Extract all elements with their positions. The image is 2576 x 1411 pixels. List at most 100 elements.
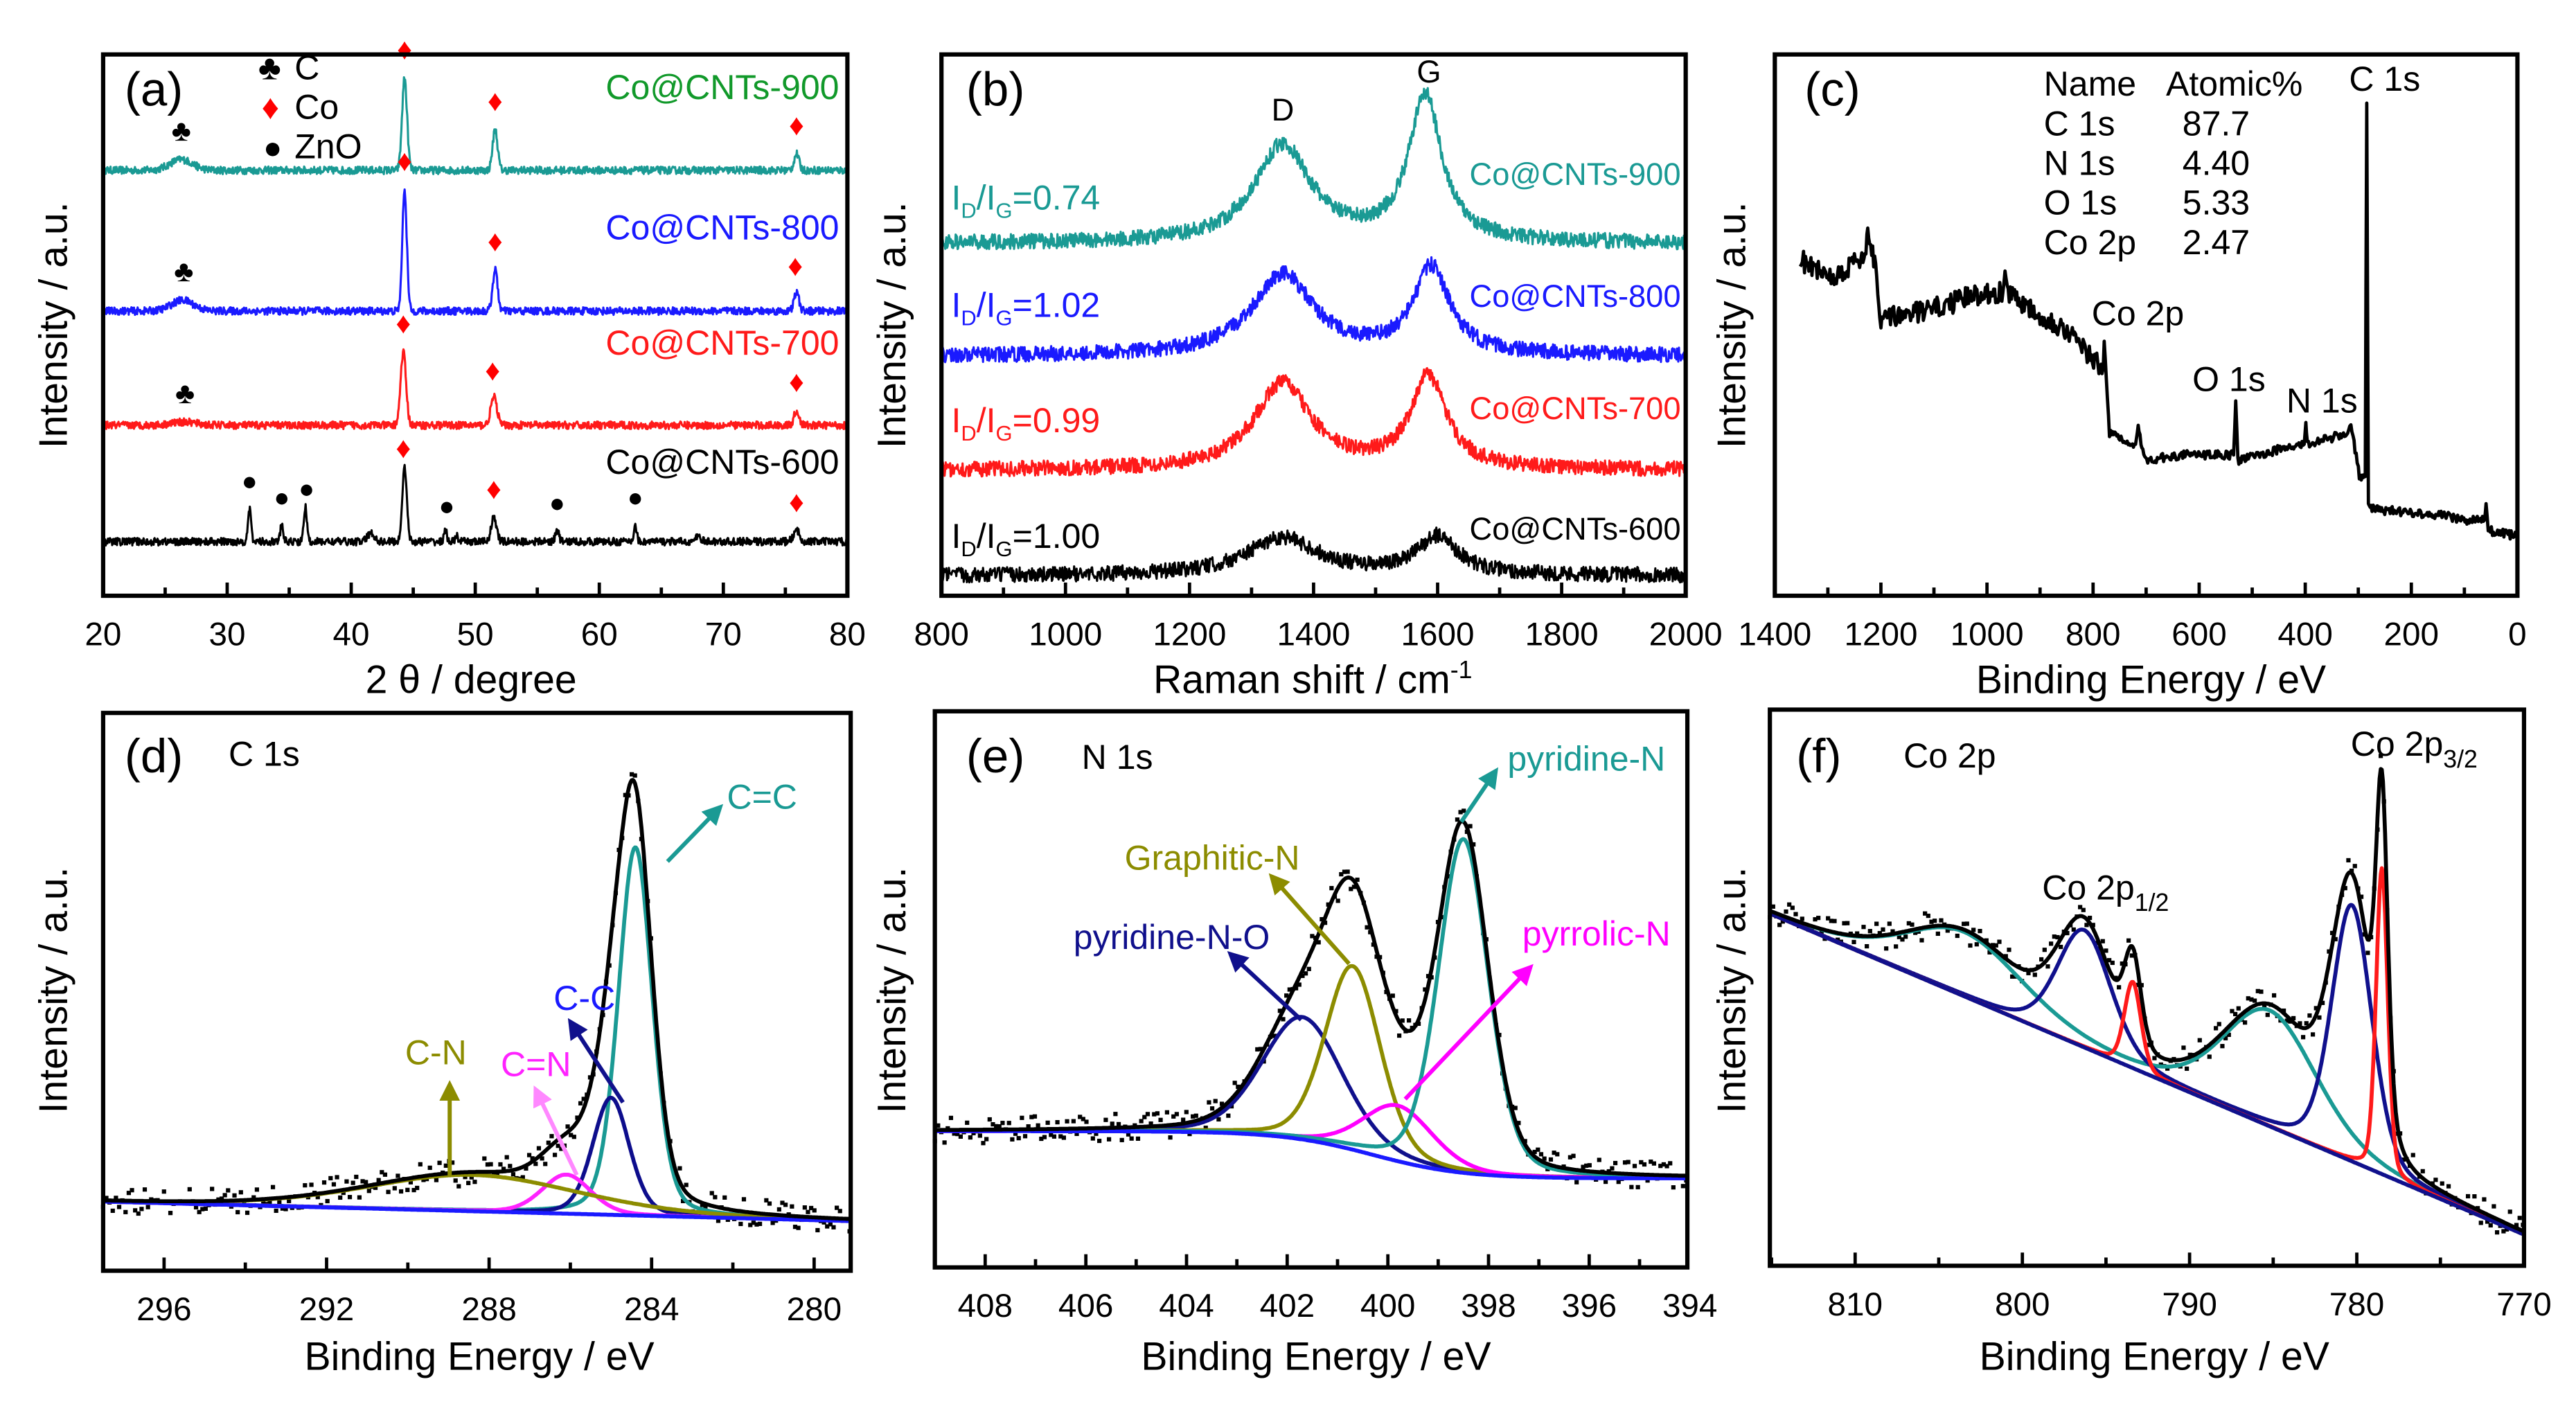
data-point <box>1955 933 1960 939</box>
data-point <box>1516 1121 1521 1126</box>
data-point <box>2126 938 2131 943</box>
data-point <box>1462 808 1466 813</box>
data-point <box>716 1218 721 1223</box>
data-point <box>453 1178 458 1183</box>
data-point <box>1567 1155 1572 1160</box>
x-tick-label: 1200 <box>1845 616 1918 653</box>
data-point <box>1787 902 1792 907</box>
data-point <box>1022 1134 1028 1139</box>
data-point <box>2110 960 2115 966</box>
y-axis-label-a: Intensity / a.u. <box>31 202 75 448</box>
data-point <box>126 1191 131 1196</box>
data-point <box>1191 1114 1196 1119</box>
data-point <box>133 1208 138 1213</box>
data-point <box>1991 943 1996 948</box>
data-point <box>315 1195 320 1200</box>
panel-label-c: (c) <box>1804 62 1860 116</box>
data-point <box>1032 1114 1038 1119</box>
data-point <box>1049 1133 1054 1137</box>
data-point <box>1258 1047 1263 1051</box>
data-point <box>1793 912 1798 916</box>
id-ig-part: = <box>1013 517 1033 556</box>
data-point <box>1055 1120 1060 1125</box>
data-point <box>347 1195 353 1200</box>
table-cell: 2.47 <box>2183 223 2250 262</box>
data-point <box>2084 923 2089 928</box>
x-tick-label: 2000 <box>1649 616 1723 653</box>
data-point <box>1832 919 1837 923</box>
data-point <box>2352 864 2357 869</box>
data-point <box>1581 1164 1585 1169</box>
data-point <box>1458 810 1463 815</box>
data-point <box>1303 971 1308 976</box>
id-ig-part: I <box>986 401 996 440</box>
data-point <box>2501 1229 2506 1234</box>
data-point <box>1051 1134 1057 1139</box>
peak-label-g: G <box>1416 54 1441 89</box>
data-point <box>2265 1013 2270 1018</box>
x-axis-label-e: Binding Energy / eV <box>1141 1334 1491 1378</box>
data-point <box>2059 944 2063 950</box>
id-ig-part: = <box>1013 285 1033 324</box>
data-point <box>238 1190 243 1195</box>
x-axis-label-b-sup: -1 <box>1450 656 1473 684</box>
data-point <box>968 1135 972 1140</box>
data-point <box>1770 904 1775 909</box>
data-point <box>748 1223 753 1227</box>
component-label-pyrrolic-n: pyrrolic-N <box>1522 914 1671 953</box>
data-point <box>1538 1152 1544 1157</box>
series-label-700: Co@CNTs-700 <box>1470 391 1681 426</box>
data-point <box>1877 931 1882 936</box>
data-point <box>1081 1117 1085 1121</box>
x-axis-label-b: Raman shift / cm-1 <box>1153 656 1473 702</box>
data-point <box>1933 919 1937 923</box>
data-point <box>1036 1123 1040 1128</box>
data-point <box>796 1225 801 1230</box>
data-point <box>2129 953 2134 958</box>
legend-label-zno: ZnO <box>294 127 362 166</box>
series-line-co-cnts-800 <box>941 256 1687 364</box>
data-point <box>1110 1121 1114 1126</box>
data-point <box>1365 925 1369 930</box>
data-point <box>1555 1152 1560 1157</box>
series-line-co-cnts-800 <box>102 188 849 317</box>
data-point <box>1010 1137 1015 1142</box>
data-point <box>1013 1131 1018 1136</box>
arrow-graphitic-n <box>1268 873 1351 966</box>
data-point <box>543 1162 548 1166</box>
phase-marker: ● <box>274 483 290 513</box>
data-point <box>1829 919 1833 923</box>
data-point <box>382 1172 388 1177</box>
data-point <box>987 1117 992 1122</box>
data-point <box>1329 886 1334 891</box>
data-point <box>2359 894 2364 899</box>
data-point <box>1226 1113 1231 1118</box>
data-point <box>2514 1223 2519 1227</box>
data-point <box>2307 1013 2312 1018</box>
data-point <box>1071 1119 1076 1124</box>
data-point <box>498 1162 503 1167</box>
x-tick-label: 1400 <box>1738 616 1811 653</box>
id-ig-label: ID/IG=0.74 <box>951 179 1100 223</box>
data-point <box>1984 938 1989 943</box>
data-point <box>427 1165 432 1170</box>
data-point <box>1935 931 1940 937</box>
data-point <box>2330 930 2335 935</box>
id-ig-part: G <box>996 421 1013 445</box>
data-point <box>764 1198 769 1203</box>
plot-frame <box>100 711 853 1273</box>
data-point <box>2440 1181 2444 1186</box>
data-point <box>450 1160 455 1165</box>
arrow-pyridine-n-o <box>1227 951 1303 1022</box>
data-point <box>2255 988 2260 993</box>
data-point <box>1978 929 1982 934</box>
data-point <box>2488 1223 2493 1228</box>
data-point <box>354 1174 359 1180</box>
data-point <box>1045 1120 1050 1125</box>
data-point <box>1639 1160 1644 1164</box>
panel-b: 800 1000 1200 1400 1600 1800 2000 <box>914 52 1723 653</box>
data-point <box>1513 1106 1518 1110</box>
data-point <box>236 1209 240 1215</box>
data-point <box>488 1162 493 1166</box>
data-point <box>2078 905 2083 909</box>
